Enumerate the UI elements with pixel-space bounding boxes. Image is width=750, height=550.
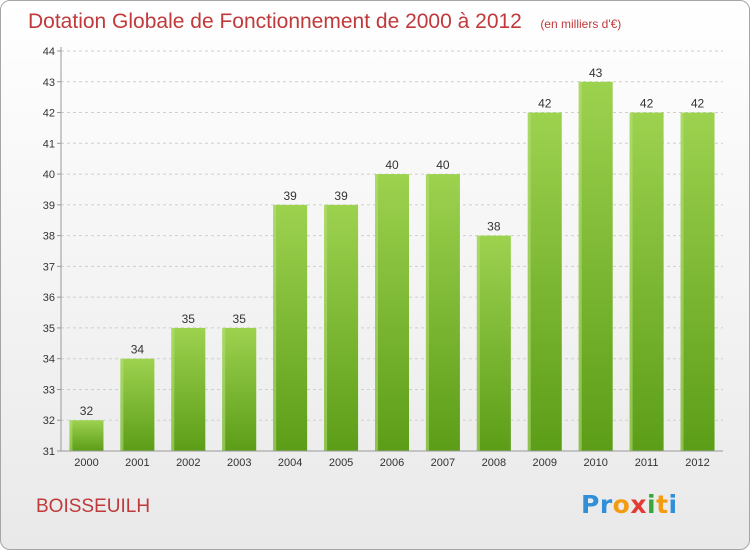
x-tick-label: 2011 (635, 457, 659, 469)
axes (57, 47, 723, 452)
bar (171, 327, 206, 451)
x-tick-label: 2008 (482, 457, 506, 469)
bar (680, 112, 715, 452)
y-tick-label: 34 (43, 354, 55, 366)
y-tick-label: 31 (43, 446, 55, 458)
y-tick-label: 44 (43, 46, 55, 58)
logo-letter: i (647, 490, 657, 519)
y-tick-label: 39 (43, 200, 55, 212)
y-tick-label: 40 (43, 169, 55, 181)
data-label: 35 (233, 312, 247, 326)
bar (69, 420, 104, 451)
x-tick-label: 2007 (431, 457, 455, 469)
bar (476, 235, 511, 451)
chart-subtitle: (en milliers d'€) (540, 17, 622, 31)
data-label: 39 (334, 189, 348, 203)
y-tick-label: 36 (43, 292, 55, 304)
data-label: 40 (436, 158, 450, 172)
title-row: Dotation Globale de Fonctionnement de 20… (28, 10, 621, 34)
bar (324, 204, 359, 451)
y-tick-label: 37 (43, 261, 55, 273)
logo-letter: P (581, 490, 600, 519)
y-tick-label: 42 (43, 108, 55, 120)
data-label: 40 (385, 158, 399, 172)
bar-highlight (425, 174, 429, 452)
bar (578, 81, 613, 452)
bar (222, 327, 257, 451)
logo-letter: t (656, 490, 669, 519)
bar (425, 174, 460, 452)
logo-letter: o (612, 490, 631, 519)
y-tick-label: 33 (43, 384, 55, 396)
y-tick-label: 38 (43, 231, 55, 243)
x-tick-label: 2002 (176, 457, 200, 469)
data-label: 39 (283, 189, 297, 203)
y-tick-label: 32 (43, 415, 55, 427)
x-tick-label: 2009 (533, 457, 557, 469)
data-label: 34 (131, 343, 145, 357)
data-label: 42 (691, 97, 705, 111)
bar-highlight (578, 81, 582, 452)
bar-highlight (476, 235, 480, 451)
x-tick-label: 2003 (227, 457, 251, 469)
x-tick-label: 2000 (74, 457, 98, 469)
y-tick-label: 35 (43, 323, 55, 335)
bar-highlight (375, 174, 378, 452)
data-label: 38 (487, 220, 501, 234)
bar-highlight (324, 204, 328, 451)
bar (120, 358, 155, 451)
data-label: 42 (538, 97, 552, 111)
bar-highlight (171, 327, 175, 451)
logo-letter: r (599, 490, 613, 519)
data-label: 43 (589, 66, 603, 80)
data-label: 35 (182, 312, 196, 326)
logo-letter: x (630, 490, 647, 519)
bar-highlight (527, 112, 531, 452)
y-tick-label: 43 (43, 77, 55, 89)
bar-highlight (69, 420, 73, 451)
x-tick-label: 2010 (583, 457, 607, 469)
x-tick-label: 2001 (125, 457, 149, 469)
x-tick-label: 2006 (380, 457, 404, 469)
bar (273, 204, 308, 451)
proxiti-logo: Proxiti (581, 490, 678, 519)
bar-highlight (629, 112, 633, 452)
bar (375, 174, 409, 452)
bars (69, 81, 715, 452)
chart-title: Dotation Globale de Fonctionnement de 20… (28, 10, 522, 33)
bar (527, 112, 562, 452)
bar (629, 112, 664, 452)
commune-name: BOISSEUILH (36, 496, 151, 517)
labels: 31 32 33 34 35 36 37 38 39 40 41 42 43 44 32 2000 34 2001… (43, 46, 710, 469)
bar-highlight (680, 112, 684, 452)
bar-highlight (273, 204, 277, 451)
bar-highlight (222, 327, 226, 451)
logo-letter: i (668, 490, 678, 519)
data-label: 42 (640, 97, 654, 111)
bar-highlight (120, 358, 124, 451)
data-label: 32 (80, 404, 94, 418)
x-tick-label: 2012 (685, 457, 709, 469)
x-tick-label: 2005 (329, 457, 353, 469)
y-tick-label: 41 (43, 138, 55, 150)
x-tick-label: 2004 (278, 457, 302, 469)
